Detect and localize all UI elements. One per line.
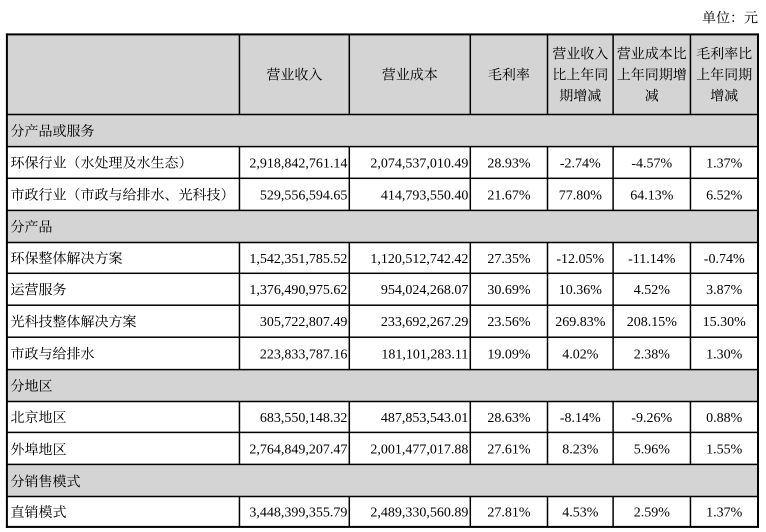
- svg-text:-4.57%: -4.57%: [631, 156, 672, 171]
- svg-text:683,550,148.32: 683,550,148.32: [260, 411, 348, 426]
- svg-text:2,074,537,010.49: 2,074,537,010.49: [370, 156, 468, 171]
- svg-text:30.69%: 30.69%: [487, 283, 531, 298]
- svg-text:954,024,268.07: 954,024,268.07: [381, 283, 469, 298]
- svg-text:1.37%: 1.37%: [706, 506, 743, 521]
- svg-text:4.53%: 4.53%: [562, 506, 599, 521]
- svg-text:-11.14%: -11.14%: [628, 252, 676, 267]
- svg-text:10.36%: 10.36%: [559, 283, 603, 298]
- svg-text:15.30%: 15.30%: [703, 315, 747, 330]
- svg-text:19.09%: 19.09%: [487, 347, 531, 362]
- svg-text:529,556,594.65: 529,556,594.65: [260, 188, 348, 203]
- svg-text:6.52%: 6.52%: [706, 188, 743, 203]
- svg-text:2.38%: 2.38%: [634, 347, 671, 362]
- svg-text:0.88%: 0.88%: [706, 411, 743, 426]
- svg-text:1.37%: 1.37%: [706, 156, 743, 171]
- svg-text:8.23%: 8.23%: [562, 442, 599, 457]
- svg-text:-12.05%: -12.05%: [556, 252, 604, 267]
- svg-text:487,853,543.01: 487,853,543.01: [381, 411, 469, 426]
- svg-text:27.35%: 27.35%: [487, 252, 531, 267]
- svg-text:28.63%: 28.63%: [487, 411, 531, 426]
- svg-text:1.55%: 1.55%: [706, 442, 743, 457]
- svg-text:208.15%: 208.15%: [627, 315, 678, 330]
- svg-text:1,120,512,742.42: 1,120,512,742.42: [370, 252, 468, 267]
- svg-text:64.13%: 64.13%: [630, 188, 674, 203]
- svg-text:27.61%: 27.61%: [487, 442, 531, 457]
- svg-text:269.83%: 269.83%: [555, 315, 606, 330]
- svg-text:-8.14%: -8.14%: [560, 411, 601, 426]
- svg-text:2.59%: 2.59%: [634, 506, 671, 521]
- svg-text:-2.74%: -2.74%: [560, 156, 601, 171]
- svg-text:5.96%: 5.96%: [634, 442, 671, 457]
- svg-text:3.87%: 3.87%: [706, 283, 743, 298]
- svg-text:-0.74%: -0.74%: [704, 252, 745, 267]
- svg-text:181,101,283.11: 181,101,283.11: [381, 347, 468, 362]
- svg-text:223,833,787.16: 223,833,787.16: [260, 347, 348, 362]
- svg-text:2,489,330,560.89: 2,489,330,560.89: [370, 506, 468, 521]
- svg-text:233,692,267.29: 233,692,267.29: [381, 315, 469, 330]
- svg-text:1,542,351,785.52: 1,542,351,785.52: [249, 252, 347, 267]
- svg-text:4.52%: 4.52%: [634, 283, 671, 298]
- svg-text:77.80%: 77.80%: [559, 188, 603, 203]
- svg-text:21.67%: 21.67%: [487, 188, 531, 203]
- svg-text:4.02%: 4.02%: [562, 347, 599, 362]
- svg-text:28.93%: 28.93%: [487, 156, 531, 171]
- svg-text:414,793,550.40: 414,793,550.40: [381, 188, 469, 203]
- svg-text:23.56%: 23.56%: [487, 315, 531, 330]
- svg-text:-9.26%: -9.26%: [631, 411, 672, 426]
- svg-text:2,918,842,761.14: 2,918,842,761.14: [249, 156, 347, 171]
- svg-text:305,722,807.49: 305,722,807.49: [260, 315, 348, 330]
- svg-text:1,376,490,975.62: 1,376,490,975.62: [249, 283, 347, 298]
- svg-text:2,764,849,207.47: 2,764,849,207.47: [249, 442, 347, 457]
- svg-text:3,448,399,355.79: 3,448,399,355.79: [249, 506, 347, 521]
- svg-text:27.81%: 27.81%: [487, 506, 531, 521]
- svg-text:2,001,477,017.88: 2,001,477,017.88: [370, 442, 468, 457]
- svg-text:1.30%: 1.30%: [706, 347, 743, 362]
